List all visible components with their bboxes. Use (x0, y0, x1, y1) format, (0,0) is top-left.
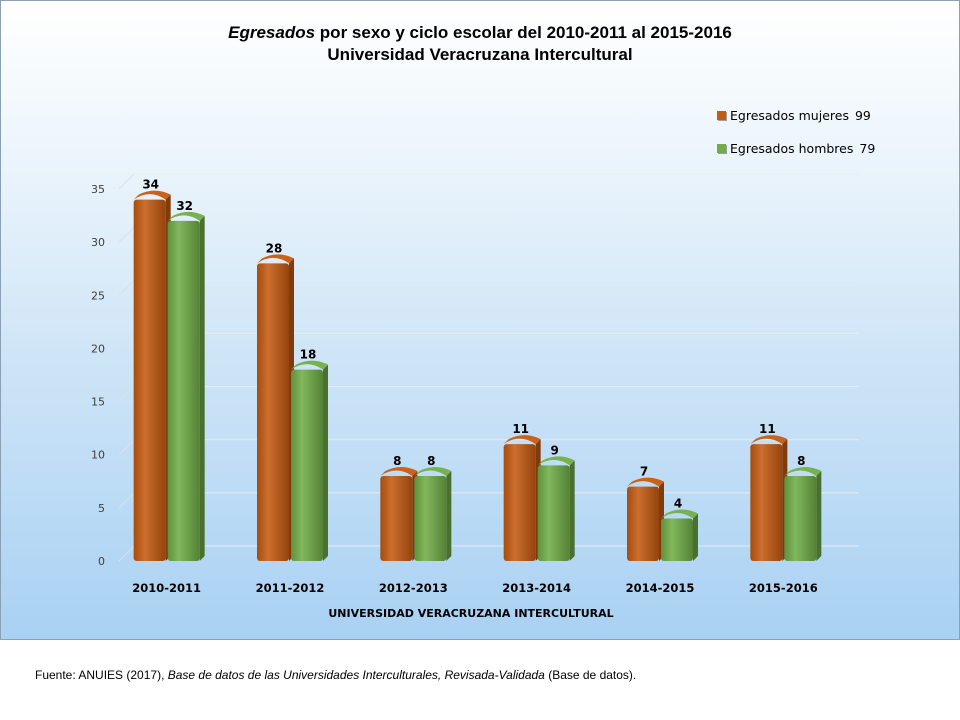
legend-item: Egresados hombres 79 (717, 138, 875, 158)
legend-total: 79 (859, 140, 876, 156)
bar-front (537, 465, 570, 561)
bar-top (257, 254, 294, 264)
data-label: 11 (759, 422, 776, 436)
chart-title-italic: Egresados (228, 23, 316, 42)
data-label: 28 (266, 241, 283, 255)
data-label: 4 (674, 496, 682, 510)
bar-front (291, 369, 323, 561)
source-suffix: (Base de datos). (548, 668, 637, 682)
y-tick-label: 0 (98, 555, 105, 568)
bar-side (199, 215, 205, 561)
x-tick-label: 2014-2015 (626, 581, 695, 595)
bar-2011-2012-mujeres (257, 254, 294, 561)
bar-side (816, 470, 822, 561)
bar-top (503, 435, 541, 445)
y-tick-label: 20 (91, 342, 105, 355)
chart-subtitle: Universidad Veracruzana Intercultural (327, 45, 633, 64)
bar-front (750, 444, 783, 561)
bar-2013-2014-mujeres (503, 435, 541, 561)
bar-top (167, 211, 205, 221)
bar-2011-2012-hombres (291, 360, 328, 561)
bar-front (380, 475, 413, 561)
bar-2015-2016-mujeres (750, 435, 788, 561)
bar-2010-2011-mujeres (133, 190, 171, 561)
bar-top (784, 466, 822, 476)
x-tick-label: 2010-2011 (132, 581, 201, 595)
y-tick-label: 10 (91, 449, 105, 462)
x-axis-title: UNIVERSIDAD VERACRUZANA INTERCULTURAL (328, 607, 614, 620)
legend-swatch (717, 110, 726, 120)
x-tick-label: 2011-2012 (256, 581, 325, 595)
data-label: 34 (142, 178, 159, 192)
gridline-slant (118, 333, 135, 349)
source-prefix: Fuente: ANUIES (2017), (35, 668, 165, 682)
y-tick-label: 15 (91, 396, 105, 409)
gridline-slant (118, 545, 135, 562)
gridline-slant (118, 173, 135, 190)
legend-label: Egresados hombres (730, 140, 854, 156)
x-tick-label: 2012-2013 (379, 581, 448, 595)
data-label: 8 (427, 454, 435, 468)
data-label: 11 (512, 422, 529, 436)
chart-title: Egresados por sexo y ciclo escolar del 2… (1, 23, 959, 43)
bar-2013-2014-hombres (537, 456, 575, 561)
bar-front (627, 486, 659, 561)
bar-top (291, 360, 328, 370)
chart-title-rest: por sexo y ciclo escolar del 2010-2011 a… (319, 23, 732, 42)
legend-label: Egresados mujeres (730, 107, 849, 123)
bar-top (133, 190, 171, 200)
y-tick-label: 35 (91, 183, 105, 196)
bar-top (627, 477, 664, 487)
bar-side (569, 460, 575, 561)
bar-2010-2011-hombres (167, 211, 205, 561)
bar-2012-2013-hombres (414, 466, 452, 561)
bar-side (446, 470, 452, 561)
gridline-slant (118, 492, 135, 509)
y-tick-label: 30 (91, 236, 105, 249)
legend-item: Egresados mujeres 99 (717, 105, 875, 125)
bar-2014-2015-hombres (661, 509, 698, 561)
data-label: 7 (640, 465, 648, 479)
gridline-slant (118, 439, 135, 456)
source-note: Fuente: ANUIES (2017), Base de datos de … (35, 668, 636, 682)
bar-front (784, 475, 817, 561)
bar-2012-2013-mujeres (380, 466, 418, 561)
data-label: 18 (300, 348, 317, 362)
bar-top (537, 456, 575, 466)
bar-2014-2015-mujeres (627, 477, 664, 561)
bar-top (661, 509, 698, 519)
gridline-slant (118, 279, 135, 296)
bar-top (380, 466, 418, 476)
data-label: 8 (393, 454, 401, 468)
source-italic: Base de datos de las Universidades Inter… (167, 668, 545, 682)
bar-front (414, 475, 447, 561)
bar-top (414, 466, 452, 476)
x-tick-label: 2015-2016 (749, 581, 818, 595)
bar-front (133, 199, 166, 561)
bar-side (323, 364, 328, 561)
data-label: 8 (797, 454, 805, 468)
bar-side (693, 513, 698, 561)
legend-swatch (717, 143, 726, 153)
bar-front (661, 518, 693, 561)
gridline-slant (118, 226, 135, 243)
chart-panel: Egresados por sexo y ciclo escolar del 2… (0, 0, 960, 640)
bar-top (750, 435, 788, 445)
y-tick-label: 25 (91, 289, 105, 302)
bar-front (257, 263, 289, 561)
bar-2015-2016-hombres (784, 466, 822, 561)
bar-front (167, 220, 200, 561)
data-label: 9 (550, 443, 558, 457)
gridline-slant (118, 386, 135, 402)
legend-total: 99 (854, 107, 871, 123)
x-tick-label: 2013-2014 (502, 581, 571, 595)
data-label: 32 (176, 199, 193, 213)
y-tick-label: 5 (98, 502, 105, 515)
bar-front (503, 444, 536, 561)
legend: Egresados mujeres 99 Egresados hombres 79 (717, 105, 875, 171)
bar-chart: 0 5 10 15 20 25 30 35 34 32 2010-2011 28 18 2011-2012… (91, 173, 859, 595)
